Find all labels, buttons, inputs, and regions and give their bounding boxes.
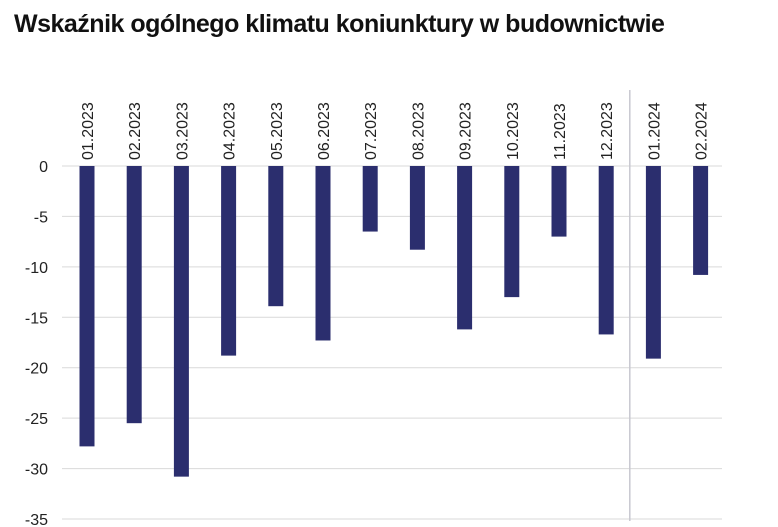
bar	[221, 166, 237, 356]
bar	[598, 166, 614, 335]
category-label: 02.2023	[127, 102, 144, 160]
bar	[551, 166, 567, 237]
category-label: 07.2023	[363, 102, 380, 160]
y-tick-label: -5	[34, 209, 48, 226]
category-label: 01.2023	[80, 102, 97, 160]
gridlines	[62, 165, 722, 520]
bar	[173, 166, 189, 477]
y-tick-label: -30	[25, 462, 48, 479]
y-tick-label: -20	[25, 361, 48, 378]
bar	[645, 166, 661, 359]
bar	[79, 166, 95, 447]
chart-title: Wskaźnik ogólnego klimatu koniunktury w …	[14, 10, 665, 38]
bar	[126, 166, 142, 424]
bar	[362, 166, 378, 232]
bar	[409, 166, 425, 250]
bars	[79, 166, 709, 477]
category-label: 11.2023	[552, 103, 569, 160]
bar	[268, 166, 284, 307]
y-tick-label: -10	[25, 260, 48, 277]
bar	[315, 166, 331, 341]
bar	[457, 166, 473, 330]
category-label: 08.2023	[410, 102, 427, 160]
y-tick-label: -15	[25, 310, 48, 327]
category-label: 09.2023	[458, 102, 475, 160]
category-label: 06.2023	[316, 102, 333, 160]
y-tick-label: -25	[25, 411, 48, 428]
category-label: 04.2023	[222, 102, 239, 160]
bar	[693, 166, 709, 275]
y-tick-label: -35	[25, 512, 48, 527]
category-label: 05.2023	[269, 102, 286, 160]
y-axis-tick-labels: 0 -5 -10 -15 -20 -25 -30 -35	[25, 159, 48, 527]
y-tick-label: 0	[39, 159, 48, 176]
category-label: 01.2024	[646, 102, 663, 160]
category-label: 02.2024	[694, 102, 711, 160]
category-label: 10.2023	[505, 102, 522, 160]
bar	[504, 166, 520, 298]
category-label: 12.2023	[599, 102, 616, 160]
category-labels: 01.2023 02.2023 03.2023 04.2023 05.2023 06.20…	[80, 102, 711, 160]
category-label: 03.2023	[174, 102, 191, 160]
